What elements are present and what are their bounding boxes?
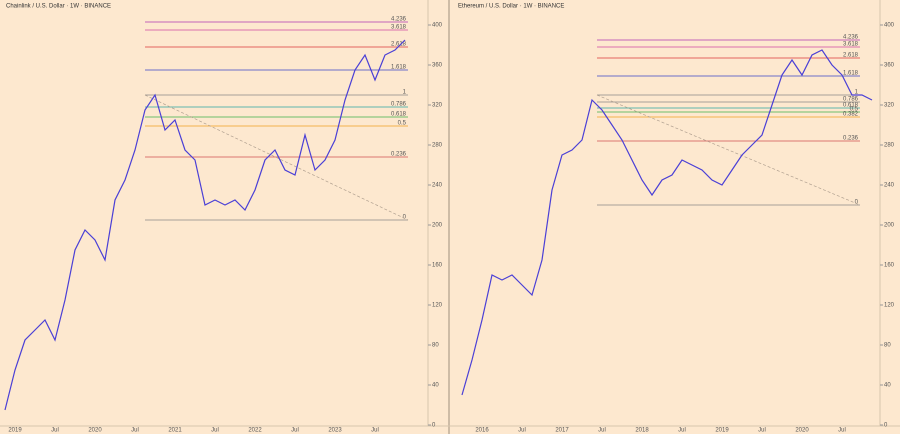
fib-label: 0.236: [843, 136, 859, 142]
y-tick-label: 240: [432, 183, 443, 189]
x-tick-label: Jul: [211, 428, 219, 434]
x-tick-label: 2018: [635, 428, 649, 434]
fib-label: 1.618: [391, 65, 407, 71]
x-tick-label: Jul: [678, 428, 686, 434]
fib-label: 0.786: [391, 102, 407, 108]
trend-line: [144, 94, 409, 221]
y-tick-label: 80: [432, 343, 439, 349]
fib-label: 2.618: [843, 53, 859, 59]
y-tick-label: 320: [432, 103, 443, 109]
x-tick-label: 2022: [248, 428, 262, 434]
fib-label: 3.618: [391, 25, 407, 31]
fib-label: 1: [403, 90, 407, 96]
fib-label: 0.5: [398, 121, 407, 127]
y-tick-label: 360: [884, 63, 895, 69]
fib-label: 0.618: [391, 112, 407, 118]
x-tick-label: 2020: [88, 428, 102, 434]
chart-title[interactable]: Chainlink / U.S. Dollar · 1W · BINANCE: [6, 4, 111, 10]
y-tick-label: 160: [432, 263, 443, 269]
trend-line: [596, 94, 861, 206]
x-tick-label: Jul: [758, 428, 766, 434]
fib-label: 0.382: [843, 112, 859, 118]
y-tick-label: 40: [432, 383, 439, 389]
fib-label: 4.236: [843, 35, 859, 41]
y-tick-label: 120: [432, 303, 443, 309]
y-tick-label: 360: [432, 63, 443, 69]
x-tick-label: 2019: [8, 428, 22, 434]
x-tick-label: Jul: [598, 428, 606, 434]
price-line: [461, 49, 873, 396]
x-tick-label: Jul: [131, 428, 139, 434]
fib-label: 1.618: [843, 71, 859, 77]
x-tick-label: Jul: [518, 428, 526, 434]
x-tick-label: Jul: [291, 428, 299, 434]
y-tick-label: 120: [884, 303, 895, 309]
fib-label: 0.236: [391, 152, 407, 158]
x-tick-label: 2016: [475, 428, 489, 434]
x-tick-label: 2019: [715, 428, 729, 434]
chart-title[interactable]: Ethereum / U.S. Dollar · 1W · BINANCE: [458, 4, 564, 10]
x-tick-label: Jul: [51, 428, 59, 434]
x-tick-label: 2023: [328, 428, 342, 434]
x-tick-label: 2021: [168, 428, 182, 434]
y-tick-label: 0: [432, 423, 436, 429]
fib-label: 2.618: [391, 42, 407, 48]
price-line: [4, 39, 406, 411]
y-tick-label: 400: [432, 23, 443, 29]
x-tick-label: Jul: [371, 428, 379, 434]
y-tick-label: 320: [884, 103, 895, 109]
y-tick-label: 0: [884, 423, 888, 429]
y-tick-label: 240: [884, 183, 895, 189]
y-tick-label: 80: [884, 343, 891, 349]
y-tick-label: 160: [884, 263, 895, 269]
x-tick-label: Jul: [838, 428, 846, 434]
x-tick-label: 2017: [555, 428, 569, 434]
y-tick-label: 200: [432, 223, 443, 229]
fib-label: 3.618: [843, 42, 859, 48]
fib-label: 0.618: [843, 103, 859, 109]
fib-label: 4.236: [391, 17, 407, 23]
y-tick-label: 40: [884, 383, 891, 389]
fib-label: 0.786: [843, 97, 859, 103]
y-tick-label: 200: [884, 223, 895, 229]
y-tick-label: 280: [432, 143, 443, 149]
fib-label: 0: [403, 215, 407, 221]
y-tick-label: 280: [884, 143, 895, 149]
fib-label: 0.5: [850, 107, 859, 113]
fib-label: 0: [855, 200, 859, 206]
y-tick-label: 400: [884, 23, 895, 29]
x-tick-label: 2020: [795, 428, 809, 434]
fib-label: 1: [855, 90, 859, 96]
